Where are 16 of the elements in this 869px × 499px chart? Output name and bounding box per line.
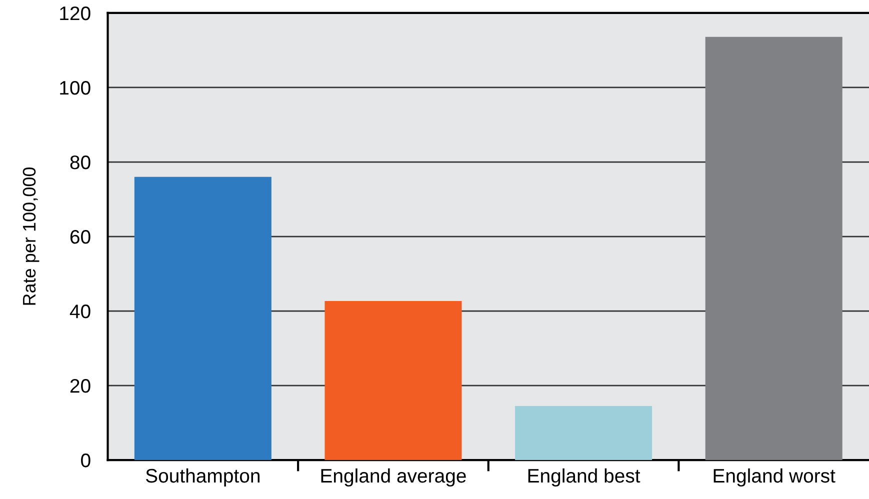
bar: [515, 406, 652, 460]
x-tick-label: England best: [528, 468, 640, 487]
y-tick-label: 80: [70, 155, 90, 170]
y-tick-label: 0: [81, 454, 90, 468]
bar: [134, 176, 272, 460]
bar: [324, 300, 462, 460]
y-tick-label: 100: [60, 80, 90, 95]
x-tick-label: Southampton: [146, 468, 260, 487]
y-axis-title: Rate per 100,000: [22, 167, 40, 305]
y-tick-label: 120: [60, 6, 90, 20]
x-tick-label: England average: [321, 468, 466, 487]
y-tick-label: 20: [70, 379, 90, 393]
y-tick-label: 60: [70, 230, 90, 244]
bar: [705, 36, 842, 460]
y-tick-label: 40: [70, 304, 90, 318]
x-tick-label: England worst: [714, 468, 836, 487]
